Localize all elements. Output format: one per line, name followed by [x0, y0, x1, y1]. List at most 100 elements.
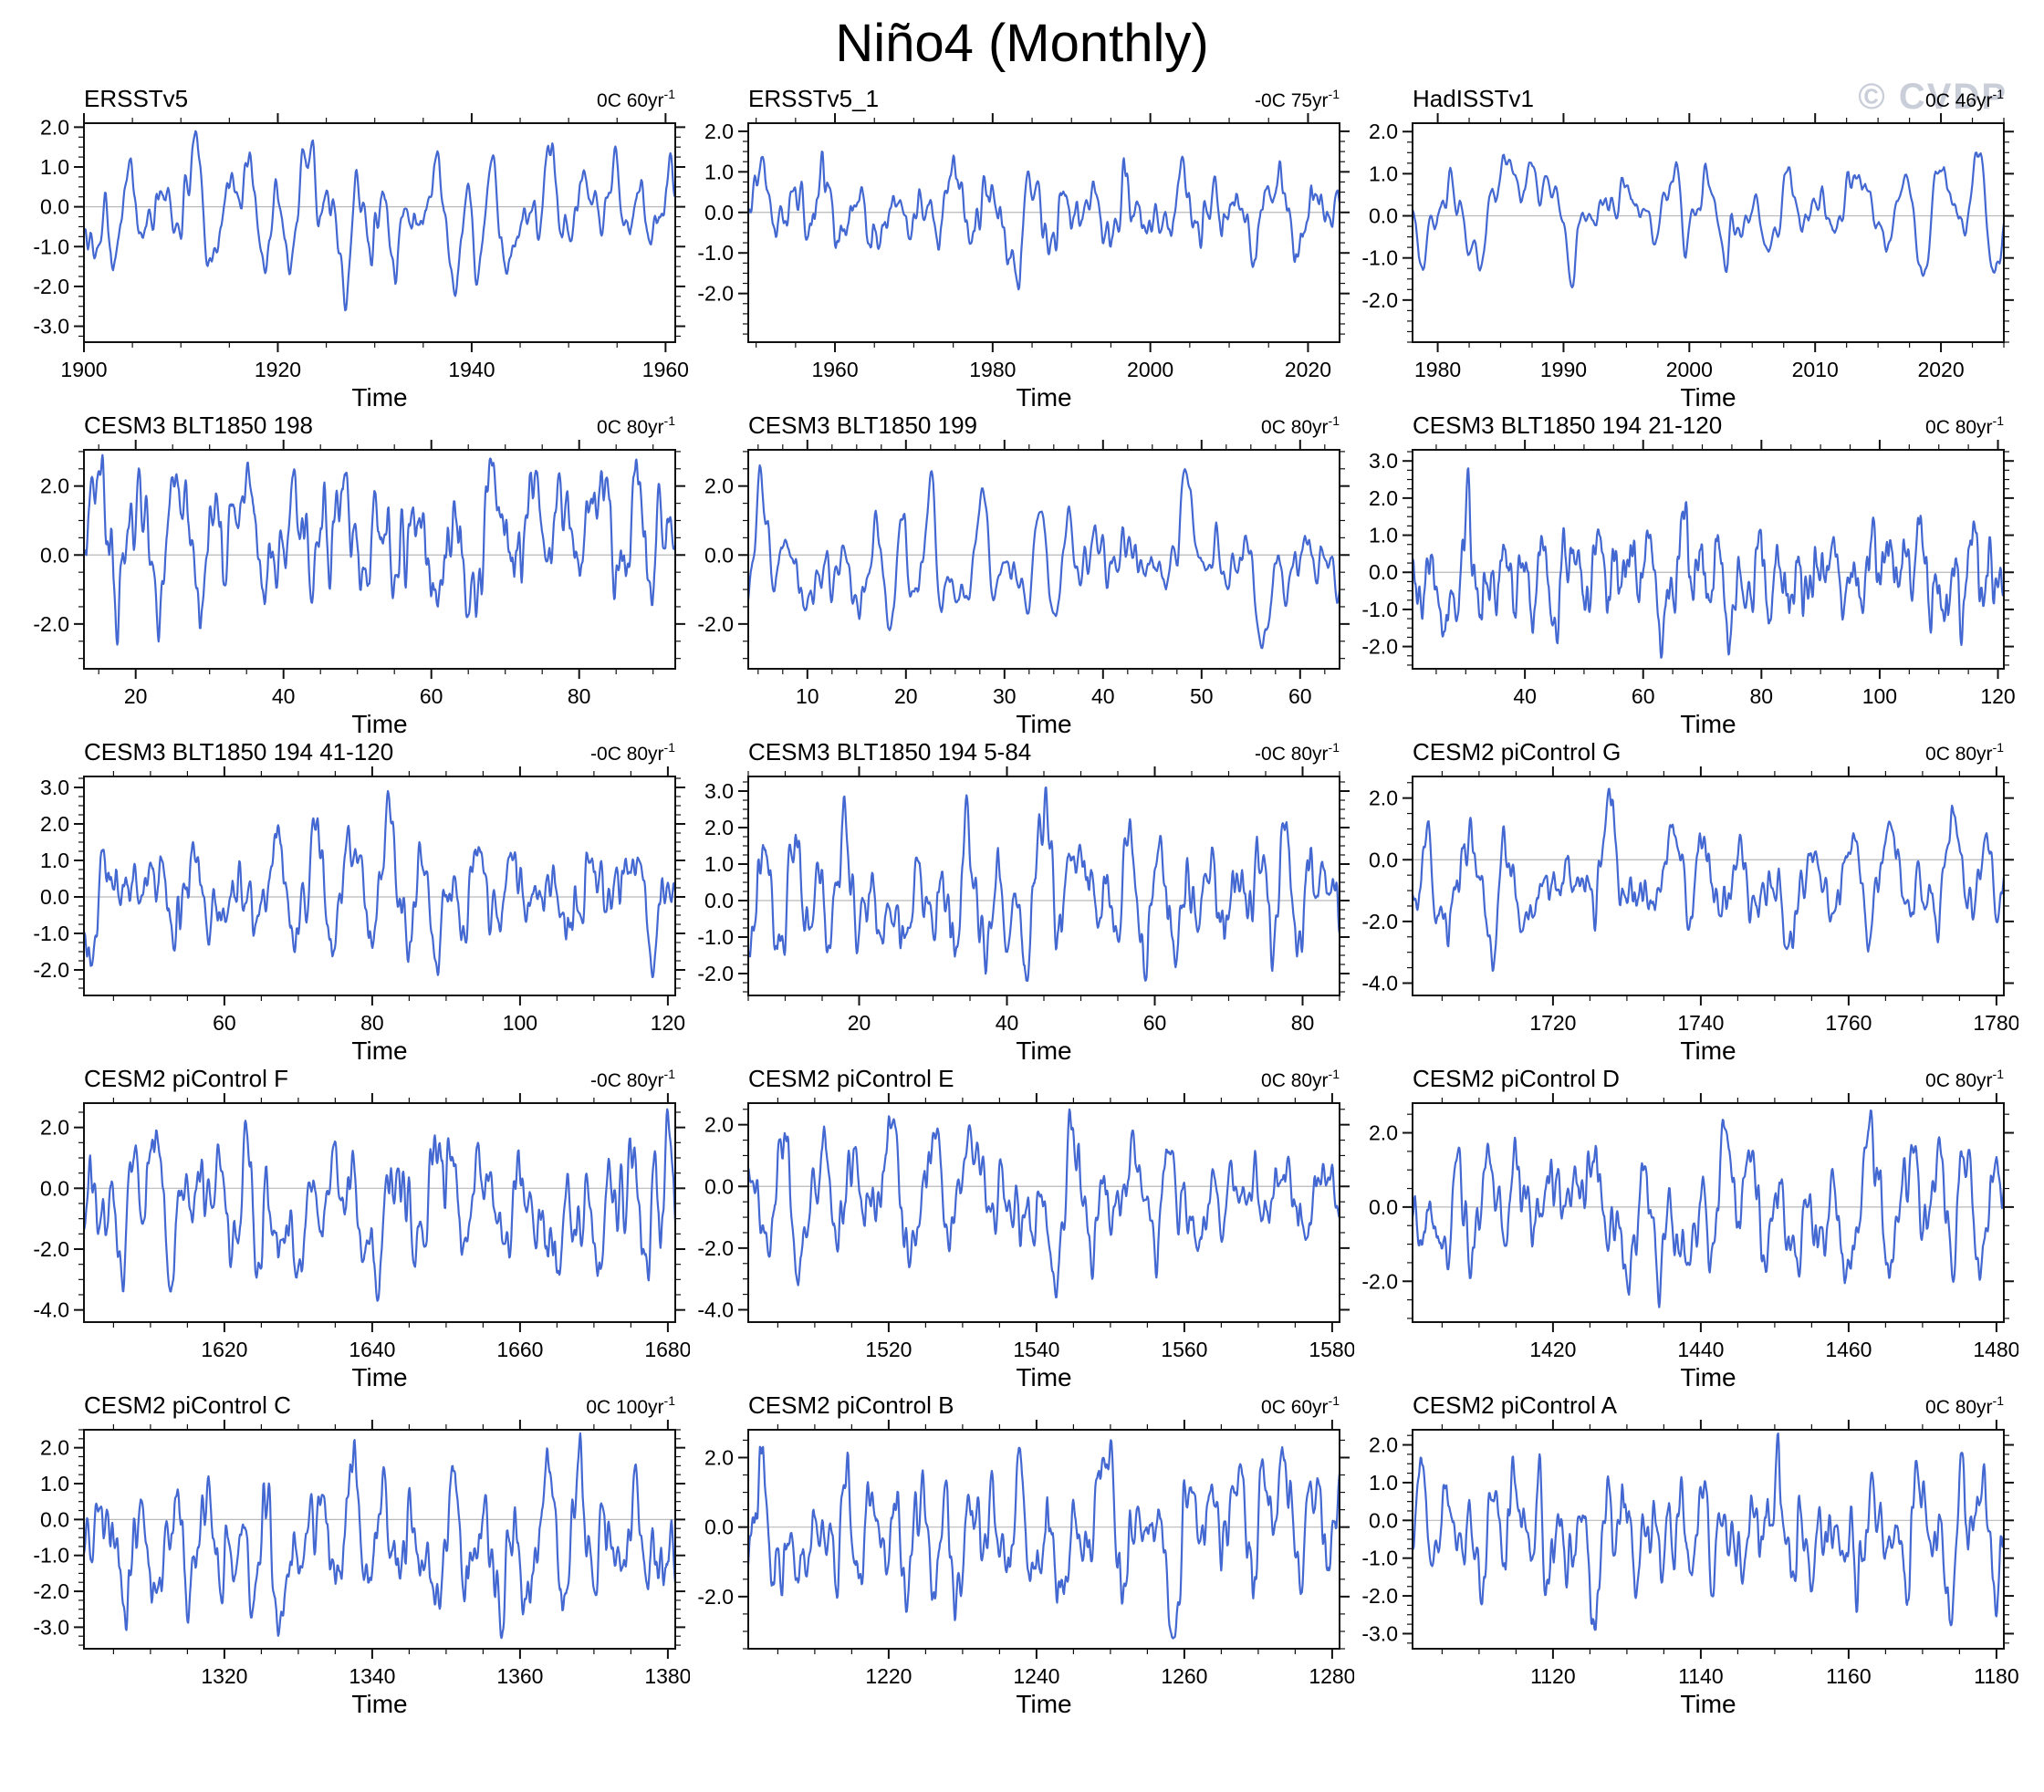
y-tick-label: -1.0: [33, 1544, 69, 1568]
plot-box: [1412, 1102, 2005, 1323]
x-tick-label: 2010: [1792, 358, 1839, 381]
x-tick-label: 20: [848, 1011, 871, 1035]
y-tick-label: 0.0: [40, 195, 69, 219]
series-line: [82, 453, 677, 646]
panel-title: CESM2 piControl F: [84, 1065, 288, 1092]
panel-title: CESM2 piControl E: [748, 1065, 954, 1092]
axes: [1403, 440, 2014, 679]
x-tick-label: 1740: [1677, 1011, 1724, 1035]
y-tick-label: 1.0: [40, 1472, 69, 1495]
y-tick-label: -1.0: [1361, 1547, 1398, 1570]
x-axis-title: Time: [1680, 1690, 1736, 1714]
panel-cesm3-blt1850-194-41-120: CESM3 BLT1850 194 41-120 -0C 80yr-1 3.0 2.0…: [26, 735, 690, 1065]
y-tick-label: -1.0: [697, 925, 734, 949]
tick-labels: 2.0 0.0 -2.0 1220 1240 1260 1280 Time: [697, 1445, 1355, 1718]
panel-cesm2-picontrol-d: CESM2 piControl D 0C 80yr-1 2.0 0.0 -2.0 1420…: [1354, 1061, 2019, 1391]
x-tick-label: 1460: [1825, 1338, 1872, 1361]
x-tick-label: 1320: [201, 1664, 247, 1688]
x-tick-label: 1420: [1529, 1338, 1576, 1361]
x-axis-title: Time: [351, 1690, 407, 1714]
x-tick-label: 1640: [349, 1338, 395, 1361]
series-line: [1411, 1433, 2006, 1631]
x-axis-title: Time: [1680, 1037, 1736, 1061]
x-tick-label: 1220: [865, 1664, 912, 1688]
y-tick-label: 1.0: [40, 849, 69, 872]
panel-title: ERSSTv5: [84, 85, 188, 112]
x-tick-label: 100: [503, 1011, 537, 1035]
tick-labels: 2.0 0.0 -2.0 -4.0 1620 1640 1660 1680 Time: [33, 1116, 691, 1391]
axes: [74, 440, 685, 679]
y-tick-label: -2.0: [33, 1237, 69, 1261]
plot-box: [747, 122, 1340, 343]
axes: [1403, 113, 2014, 352]
x-tick-label: 1980: [969, 358, 1016, 381]
x-axis-title: Time: [351, 710, 407, 735]
trend-annotation: 0C 80yr-1: [1261, 1067, 1340, 1091]
panel-title: CESM3 BLT1850 194 41-120: [84, 738, 393, 766]
y-tick-label: -2.0: [33, 1579, 69, 1603]
timeseries-plot: CESM2 piControl D 0C 80yr-1 2.0 0.0 -2.0 1420…: [1361, 1065, 2019, 1391]
panel-cesm2-picontrol-f: CESM2 piControl F -0C 80yr-1 2.0 0.0 -2.0 -4.…: [26, 1061, 691, 1391]
y-tick-label: 0.0: [704, 201, 734, 224]
series-line: [746, 464, 1341, 650]
tick-labels: 2.0 1.0 0.0 -1.0 -2.0 -3.0 1320 1340 1360 1380 Tim…: [33, 1436, 691, 1718]
tick-labels: 3.0 2.0 1.0 0.0 -1.0 -2.0 40 60 80 100 120 Time: [1361, 449, 2015, 738]
timeseries-plot: ERSSTv5 0C 60yr-1 2.0 1.0 0.0 -1.0 -2.0 -3.0 190…: [33, 85, 689, 412]
panel-cesm3-blt1850-198: CESM3 BLT1850 198 0C 80yr-1 2.0 0.0 -2.0 20 40…: [26, 408, 690, 738]
panel-cesm2-picontrol-g: CESM2 piControl G 0C 80yr-1 2.0 0.0 -2.0 -4.0…: [1354, 735, 2019, 1065]
panel-title: ERSSTv5_1: [748, 85, 879, 112]
x-tick-label: 1540: [1013, 1338, 1059, 1361]
series-line: [746, 1439, 1341, 1640]
y-tick-label: 0.0: [40, 885, 69, 909]
x-axis-title: Time: [1016, 1037, 1071, 1061]
axes: [74, 1420, 685, 1659]
y-tick-label: -2.0: [697, 1585, 734, 1609]
x-tick-label: 1380: [644, 1664, 690, 1688]
panel-cesm2-picontrol-c: CESM2 piControl C 0C 100yr-1 2.0 1.0 0.0 -1.0…: [26, 1388, 691, 1718]
x-axis-title: Time: [351, 1363, 407, 1388]
y-tick-label: -2.0: [1361, 1584, 1398, 1608]
x-tick-label: 1990: [1540, 358, 1587, 381]
trend-annotation: -0C 80yr-1: [590, 740, 675, 765]
y-tick-label: 2.0: [40, 812, 69, 836]
plot-box: [1412, 449, 2005, 670]
x-tick-label: 80: [1750, 684, 1774, 708]
timeseries-plot: CESM2 piControl F -0C 80yr-1 2.0 0.0 -2.0 -4.…: [33, 1065, 691, 1391]
timeseries-plot: CESM2 piControl A 0C 80yr-1 2.0 1.0 0.0 -1.0 -…: [1361, 1391, 2018, 1718]
x-tick-label: 120: [1980, 684, 2015, 708]
panel-cesm2-picontrol-e: CESM2 piControl E 0C 80yr-1 2.0 0.0 -2.0 -4.0…: [690, 1061, 1355, 1391]
y-tick-label: -4.0: [697, 1297, 734, 1321]
x-tick-label: 1360: [496, 1664, 543, 1688]
x-tick-label: 60: [1632, 684, 1655, 708]
x-axis-title: Time: [1680, 710, 1736, 735]
y-tick-label: 2.0: [40, 1436, 69, 1460]
tick-labels: 2.0 1.0 0.0 -1.0 -2.0 -3.0 1900 1920 1940 1960 Tim…: [33, 115, 689, 412]
x-tick-label: 2020: [1285, 358, 1331, 381]
plot-box: [747, 776, 1340, 996]
y-tick-label: 0.0: [704, 889, 734, 912]
timeseries-plot: CESM2 piControl G 0C 80yr-1 2.0 0.0 -2.0 -4.0…: [1361, 738, 2019, 1065]
y-tick-label: 0.0: [1369, 1195, 1398, 1219]
y-tick-label: 2.0: [1369, 486, 1398, 510]
timeseries-plot: CESM2 piControl C 0C 100yr-1 2.0 1.0 0.0 -1.0…: [33, 1391, 691, 1718]
trend-annotation: 0C 80yr-1: [1925, 1067, 2004, 1091]
y-tick-label: 1.0: [1369, 161, 1398, 185]
series-line: [746, 1108, 1341, 1299]
trend-annotation: 0C 80yr-1: [1925, 740, 2004, 765]
x-tick-label: 1960: [811, 358, 858, 381]
panel-title: CESM3 BLT1850 199: [748, 412, 977, 439]
y-tick-label: 0.0: [1369, 560, 1398, 584]
plot-box: [83, 776, 676, 996]
axes: [74, 1093, 685, 1332]
x-tick-label: 60: [213, 1011, 236, 1035]
x-tick-label: 40: [996, 1011, 1019, 1035]
y-tick-label: -4.0: [1361, 971, 1398, 995]
y-tick-label: 3.0: [1369, 449, 1398, 473]
panel-ersstv5: ERSSTv5 0C 60yr-1 2.0 1.0 0.0 -1.0 -2.0 -3.0 190…: [26, 81, 690, 412]
series-line: [82, 130, 677, 312]
y-tick-label: -2.0: [697, 1236, 734, 1260]
y-tick-label: -2.0: [1361, 288, 1398, 312]
y-tick-label: -1.0: [697, 241, 734, 265]
y-tick-label: 0.0: [40, 1507, 69, 1531]
x-tick-label: 1620: [201, 1338, 247, 1361]
